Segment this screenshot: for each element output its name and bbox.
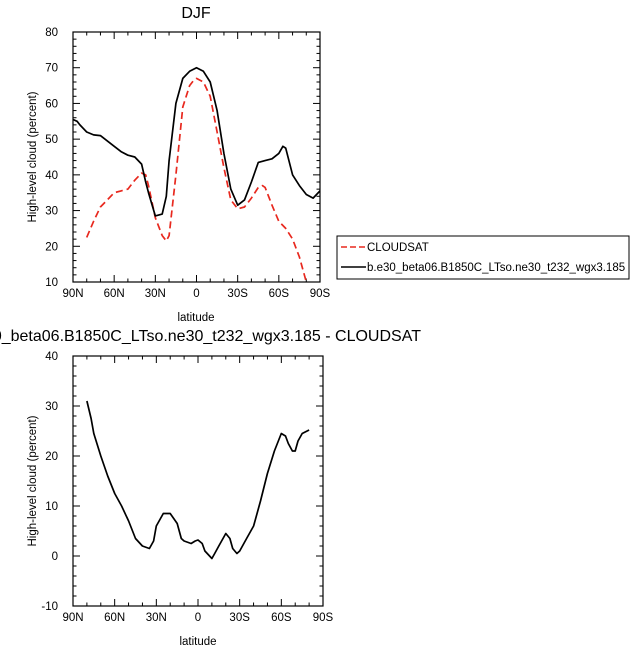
y-tick-label: 30 bbox=[45, 401, 58, 413]
x-tick-label: 90S bbox=[310, 288, 331, 300]
legend-box bbox=[336, 235, 630, 280]
panel-bottom-plot-frame bbox=[72, 355, 324, 607]
y-tick-label: 70 bbox=[45, 63, 58, 75]
y-tick-label: -10 bbox=[41, 601, 58, 613]
x-tick-label: 0 bbox=[195, 612, 201, 624]
y-tick-label: 80 bbox=[45, 27, 58, 39]
panel-bottom-difference-line bbox=[86, 400, 310, 560]
y-tick-label: 40 bbox=[45, 170, 58, 182]
panel-bottom-y-axis-label: High-level cloud (percent) bbox=[27, 415, 39, 546]
x-tick-label: 30N bbox=[146, 612, 167, 624]
x-tick-label: 0 bbox=[193, 288, 199, 300]
panel-top-x-axis-label: latitude bbox=[177, 312, 214, 324]
x-tick-label: 30S bbox=[227, 288, 248, 300]
y-tick-label: 0 bbox=[52, 551, 58, 563]
panel-bottom-title: e30_beta06.B1850C_LTso.ne30_t232_wgx3.18… bbox=[0, 328, 421, 345]
panel-bottom-x-axis-label: latitude bbox=[179, 636, 216, 648]
y-tick-label: 10 bbox=[45, 277, 58, 289]
x-tick-label: 90N bbox=[62, 612, 83, 624]
panel-bottom-series bbox=[86, 400, 310, 560]
panel-top: DJF 90N 60N 30N 0 30S 60S 90S1020304050607080 … bbox=[27, 5, 630, 324]
x-tick-label: 90N bbox=[62, 288, 83, 300]
y-tick-label: 10 bbox=[45, 501, 58, 513]
panel-top-model-line bbox=[72, 66, 321, 217]
x-tick-label: 30S bbox=[229, 612, 250, 624]
x-tick-label: 60N bbox=[104, 612, 125, 624]
panel-top-plot-frame bbox=[72, 31, 321, 283]
panel-top-series bbox=[72, 66, 321, 283]
x-tick-label: 60S bbox=[271, 612, 292, 624]
y-tick-label: 20 bbox=[45, 451, 58, 463]
panel-top-ticks: 90N 60N 30N 0 30S 60S 90S 10 20 30 40 50 60 70 80 bbox=[45, 27, 330, 300]
panel-bottom: e30_beta06.B1850C_LTso.ne30_t232_wgx3.18… bbox=[0, 328, 421, 648]
y-tick-label: 50 bbox=[45, 134, 58, 146]
x-tick-label: 60S bbox=[269, 288, 290, 300]
x-tick-label: 90S bbox=[313, 612, 334, 624]
y-tick-label: 30 bbox=[45, 206, 58, 218]
y-tick-label: 20 bbox=[45, 241, 58, 253]
y-tick-label: 60 bbox=[45, 98, 58, 110]
panel-bottom-ticks: 90N 60N 30N 0 30S 60S 90S -10 0 10 20 30 40 bbox=[41, 351, 333, 624]
panel-top-title: DJF bbox=[181, 5, 211, 22]
x-tick-label: 60N bbox=[104, 288, 125, 300]
x-tick-label: 30N bbox=[145, 288, 166, 300]
legend-label-model: b.e30_beta06.B1850C_LTso.ne30_t232_wgx3.… bbox=[367, 262, 625, 274]
legend-label-cloudsat: CLOUDSAT bbox=[367, 242, 429, 254]
y-tick-label: 40 bbox=[45, 351, 58, 363]
legend: CLOUDSAT b.e30_beta06.B1850C_LTso.ne30_t… bbox=[336, 235, 630, 280]
panel-top-y-axis-label: High-level cloud (percent) bbox=[27, 91, 39, 222]
panel-top-cloudsat-line bbox=[85, 77, 308, 283]
